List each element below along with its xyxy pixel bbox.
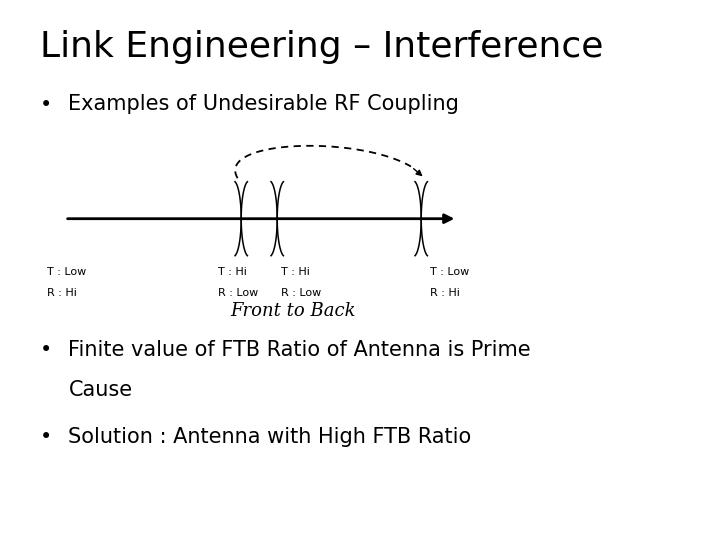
Text: R : Low: R : Low [281,288,321,298]
Text: •: • [40,427,52,447]
Text: Solution : Antenna with High FTB Ratio: Solution : Antenna with High FTB Ratio [68,427,472,447]
Text: Cause: Cause [68,380,132,400]
Text: Examples of Undesirable RF Coupling: Examples of Undesirable RF Coupling [68,94,459,114]
Text: •: • [40,340,52,360]
Text: T : Hi: T : Hi [281,267,310,278]
Text: R : Low: R : Low [218,288,258,298]
Text: Front to Back: Front to Back [230,302,356,320]
Text: •: • [40,94,52,114]
Text: R : Hi: R : Hi [47,288,76,298]
Text: Finite value of FTB Ratio of Antenna is Prime: Finite value of FTB Ratio of Antenna is … [68,340,531,360]
Text: R : Hi: R : Hi [430,288,459,298]
Text: T : Hi: T : Hi [218,267,247,278]
Text: Link Engineering – Interference: Link Engineering – Interference [40,30,603,64]
Text: T : Low: T : Low [47,267,86,278]
Text: T : Low: T : Low [430,267,469,278]
